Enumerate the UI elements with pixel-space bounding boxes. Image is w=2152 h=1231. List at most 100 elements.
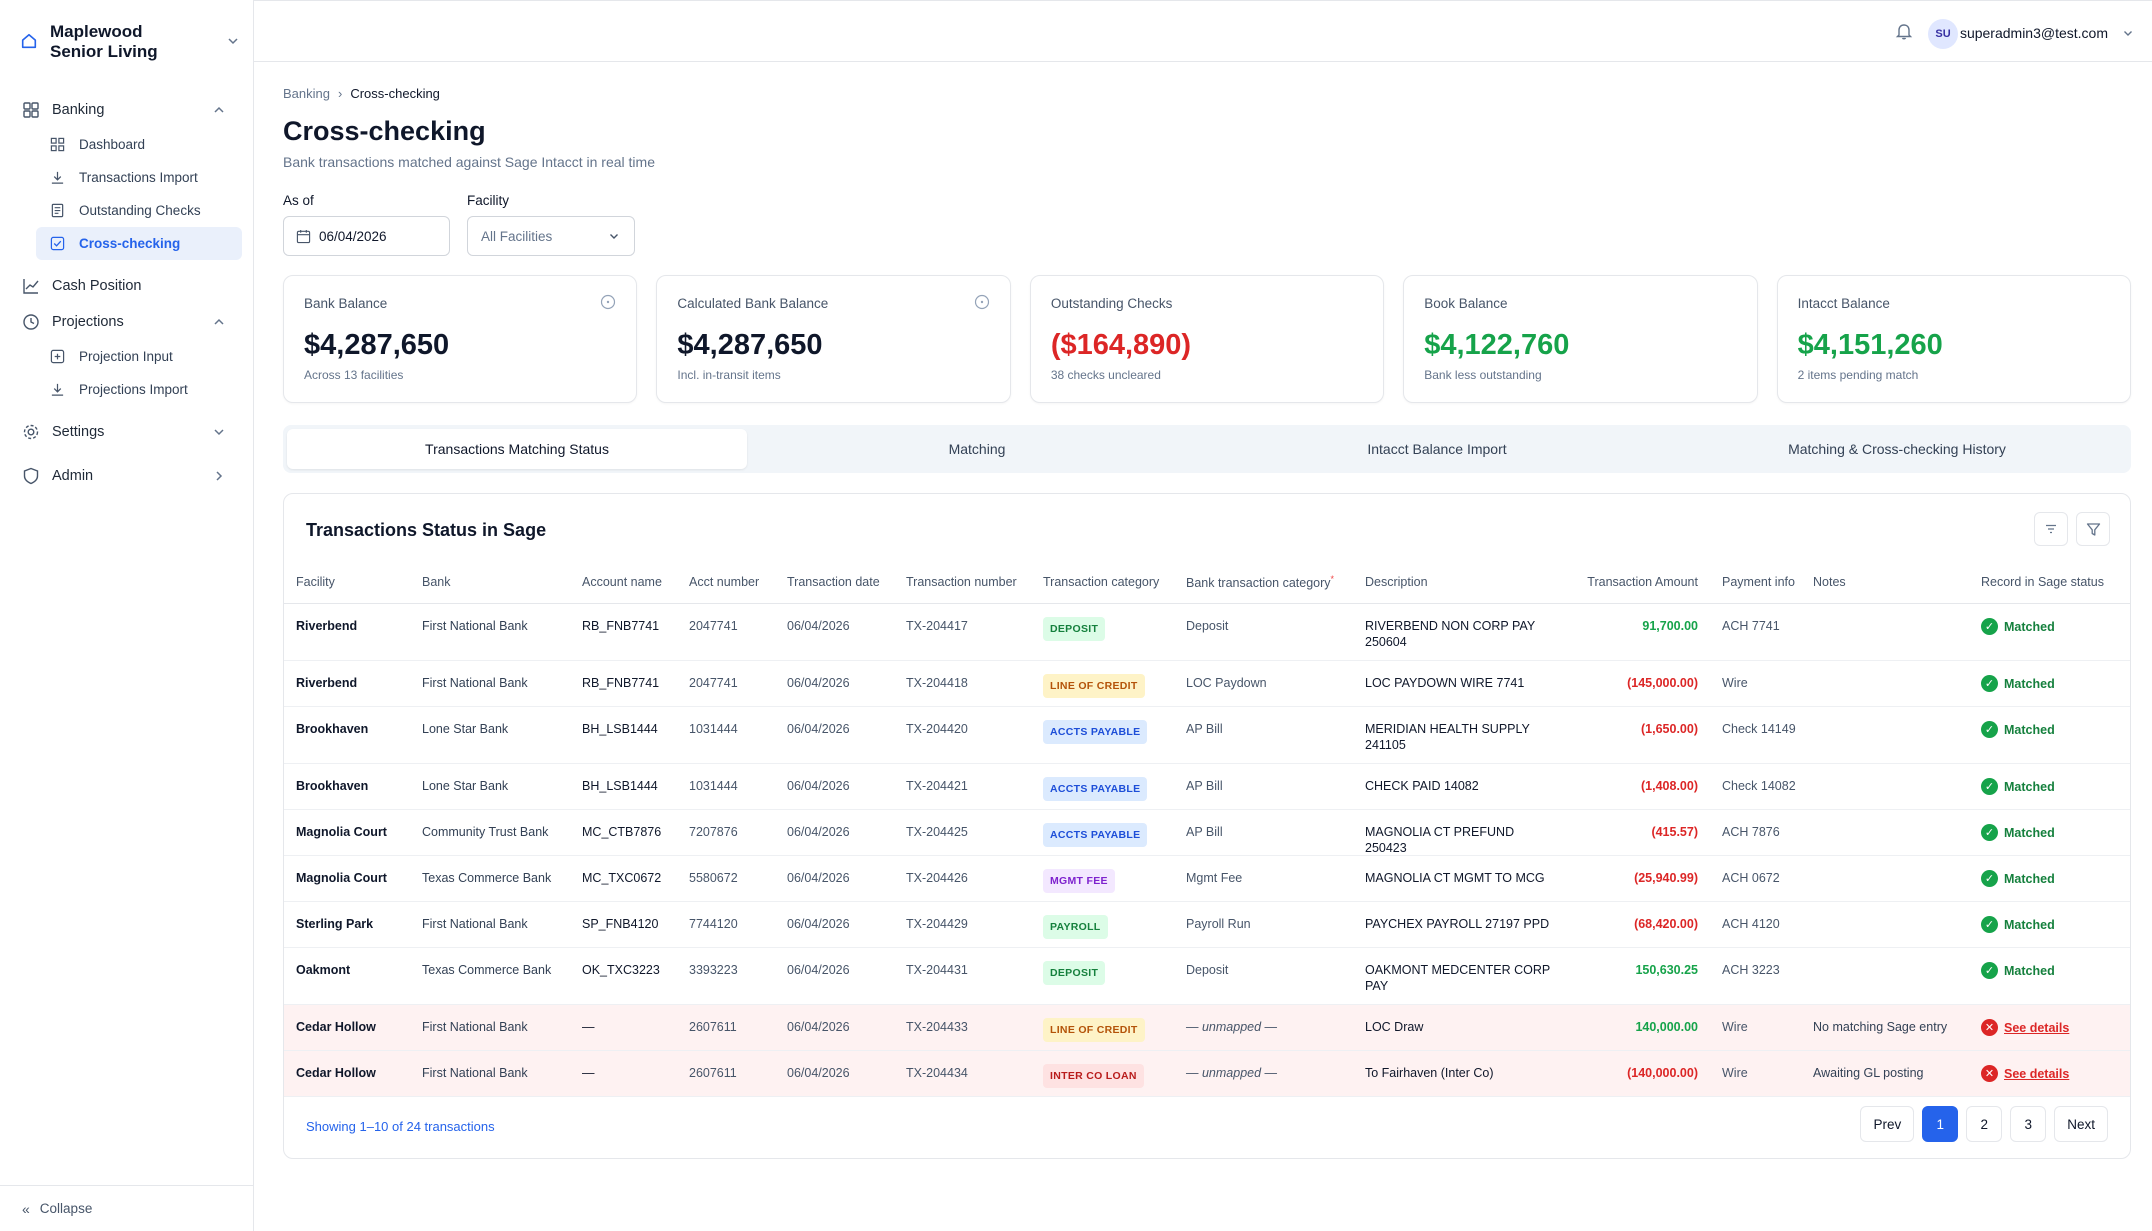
collapse-sidebar-button[interactable]: « Collapse bbox=[0, 1185, 254, 1231]
cell-txn: TX-204429 bbox=[894, 916, 1031, 932]
sidebar-item-banking[interactable]: Banking bbox=[0, 92, 254, 128]
prev-page-button[interactable]: Prev bbox=[1860, 1106, 1914, 1142]
facility-select[interactable]: All Facilities bbox=[467, 216, 635, 256]
cell-category: DEPOSIT bbox=[1031, 962, 1174, 985]
cell-status: ✓ Matched bbox=[1969, 618, 2119, 635]
cell-acct-number: 1031444 bbox=[677, 721, 775, 737]
column-header[interactable]: Transaction category bbox=[1031, 574, 1174, 590]
cell-account: OK_TXC3223 bbox=[570, 962, 677, 978]
cell-bank: First National Bank bbox=[410, 618, 570, 634]
table-row[interactable]: Riverbend First National Bank RB_FNB7741… bbox=[284, 604, 2130, 661]
sidebar-item-settings[interactable]: Settings bbox=[0, 414, 254, 450]
sidebar: Maplewood Senior Living Banking Dashboar… bbox=[0, 0, 254, 1231]
cell-description: MAGNOLIA CT MGMT TO MCG bbox=[1353, 870, 1552, 886]
table-row[interactable]: Magnolia Court Texas Commerce Bank MC_TX… bbox=[284, 856, 2130, 902]
table-row[interactable]: Brookhaven Lone Star Bank BH_LSB1444 103… bbox=[284, 707, 2130, 764]
shield-icon bbox=[22, 467, 40, 485]
see-details-link[interactable]: See details bbox=[2004, 1020, 2069, 1036]
cell-date: 06/04/2026 bbox=[775, 675, 894, 691]
column-header[interactable]: Transaction date bbox=[775, 574, 894, 590]
column-header[interactable]: Notes bbox=[1799, 574, 1969, 590]
chevron-up-icon bbox=[212, 315, 226, 329]
user-email[interactable]: superadmin3@test.com bbox=[1960, 25, 2108, 41]
card-subtext: 38 checks uncleared bbox=[1051, 368, 1363, 382]
plus-square-icon bbox=[50, 349, 65, 364]
sidebar-item-admin[interactable]: Admin bbox=[0, 458, 254, 494]
sidebar-item-label: Outstanding Checks bbox=[79, 203, 201, 218]
cell-payment: ACH 7741 bbox=[1698, 618, 1799, 634]
org-switcher[interactable]: Maplewood Senior Living bbox=[20, 22, 240, 64]
as-of-date-picker[interactable]: 06/04/2026 bbox=[283, 216, 450, 256]
tab-transactions-matching-status[interactable]: Transactions Matching Status bbox=[287, 429, 747, 469]
sidebar-item-dashboard[interactable]: Dashboard bbox=[36, 128, 242, 161]
column-header[interactable]: Account name bbox=[570, 574, 677, 590]
cell-payment: ACH 4120 bbox=[1698, 916, 1799, 932]
calendar-icon bbox=[296, 229, 311, 244]
column-header[interactable]: Transaction number bbox=[894, 574, 1031, 590]
filter-button[interactable] bbox=[2076, 512, 2110, 546]
chevron-down-icon[interactable] bbox=[2122, 27, 2134, 39]
column-header[interactable]: Description bbox=[1353, 574, 1552, 590]
table-row[interactable]: Cedar Hollow First National Bank — 26076… bbox=[284, 1005, 2130, 1051]
home-icon bbox=[20, 32, 38, 50]
table-row[interactable]: Riverbend First National Bank RB_FNB7741… bbox=[284, 661, 2130, 707]
column-header[interactable]: Bank transaction category* bbox=[1174, 571, 1353, 591]
column-header[interactable]: Payment info bbox=[1698, 574, 1799, 590]
tab-matching[interactable]: Matching bbox=[747, 429, 1207, 469]
sidebar-item-projections-import[interactable]: Projections Import bbox=[36, 373, 242, 406]
card-title: Outstanding Checks bbox=[1051, 296, 1363, 311]
page-button[interactable]: 1 bbox=[1922, 1106, 1958, 1142]
category-badge: DEPOSIT bbox=[1043, 961, 1105, 985]
table-row[interactable]: Cedar Hollow First National Bank — 26076… bbox=[284, 1051, 2130, 1097]
sidebar-item-projections[interactable]: Projections bbox=[0, 304, 254, 340]
page-button[interactable]: 3 bbox=[2010, 1106, 2046, 1142]
cell-bank-category: Mgmt Fee bbox=[1174, 870, 1353, 886]
cell-account: RB_FNB7741 bbox=[570, 675, 677, 691]
card-value: $4,122,760 bbox=[1424, 329, 1736, 362]
column-header[interactable]: Acct number bbox=[677, 574, 775, 590]
avatar[interactable]: SU bbox=[1928, 19, 1958, 49]
info-icon[interactable] bbox=[600, 294, 616, 310]
page-button[interactable]: 2 bbox=[1966, 1106, 2002, 1142]
table-row[interactable]: Oakmont Texas Commerce Bank OK_TXC3223 3… bbox=[284, 948, 2130, 1005]
download-icon bbox=[50, 382, 65, 397]
cell-account: BH_LSB1444 bbox=[570, 778, 677, 794]
cell-acct-number: 1031444 bbox=[677, 778, 775, 794]
column-header[interactable]: Transaction Amount bbox=[1552, 574, 1698, 590]
table-row[interactable]: Magnolia Court Community Trust Bank MC_C… bbox=[284, 810, 2130, 856]
cell-bank-category: LOC Paydown bbox=[1174, 675, 1353, 691]
column-header[interactable]: Facility bbox=[284, 574, 410, 590]
bell-icon[interactable] bbox=[1894, 21, 1914, 41]
tab-matching-history[interactable]: Matching & Cross-checking History bbox=[1667, 429, 2127, 469]
cell-payment: ACH 7876 bbox=[1698, 824, 1799, 840]
table-row[interactable]: Sterling Park First National Bank SP_FNB… bbox=[284, 902, 2130, 948]
category-badge: DEPOSIT bbox=[1043, 617, 1105, 641]
check-square-icon bbox=[50, 236, 65, 251]
cell-description: LOC PAYDOWN WIRE 7741 bbox=[1353, 675, 1552, 691]
column-header[interactable]: Bank bbox=[410, 574, 570, 590]
org-name: Maplewood Senior Living bbox=[50, 22, 200, 62]
card-value: $4,151,260 bbox=[1798, 329, 2110, 362]
sidebar-item-outstanding-checks[interactable]: Outstanding Checks bbox=[36, 194, 242, 227]
card-title: Intacct Balance bbox=[1798, 296, 2110, 311]
info-icon[interactable] bbox=[974, 294, 990, 310]
breadcrumb-parent[interactable]: Banking bbox=[283, 86, 330, 101]
sidebar-item-projection-input[interactable]: Projection Input bbox=[36, 340, 242, 373]
sidebar-item-cross-checking[interactable]: Cross-checking bbox=[36, 227, 242, 260]
card-calculated-bank-balance: Calculated Bank Balance $4,287,650 Incl.… bbox=[656, 275, 1010, 403]
chevron-down-icon[interactable] bbox=[226, 34, 240, 48]
breadcrumb: Banking › Cross-checking bbox=[283, 86, 440, 101]
next-page-button[interactable]: Next bbox=[2054, 1106, 2108, 1142]
table-row[interactable]: Brookhaven Lone Star Bank BH_LSB1444 103… bbox=[284, 764, 2130, 810]
tab-intacct-balance-import[interactable]: Intacct Balance Import bbox=[1207, 429, 1667, 469]
sidebar-nav: Banking Dashboard Transactions Import Ou… bbox=[0, 92, 254, 494]
sidebar-item-cash-position[interactable]: Cash Position bbox=[0, 268, 254, 304]
card-title: Bank Balance bbox=[304, 296, 616, 311]
cell-status: ✓ Matched bbox=[1969, 824, 2119, 841]
sidebar-item-label: Transactions Import bbox=[79, 170, 198, 185]
sidebar-item-transactions-import[interactable]: Transactions Import bbox=[36, 161, 242, 194]
see-details-link[interactable]: See details bbox=[2004, 1066, 2069, 1082]
sort-button[interactable] bbox=[2034, 512, 2068, 546]
category-badge: MGMT FEE bbox=[1043, 869, 1115, 893]
column-header[interactable]: Record in Sage status bbox=[1969, 574, 2119, 590]
